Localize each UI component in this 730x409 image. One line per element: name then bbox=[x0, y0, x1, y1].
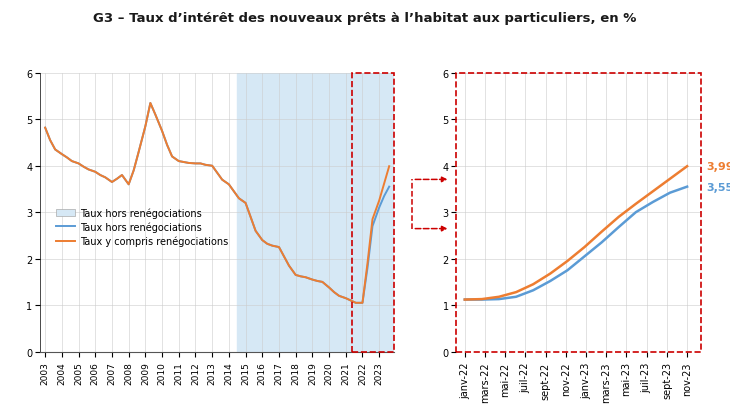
Bar bbox=[237, 74, 394, 352]
Text: G3 – Taux d’intérêt des nouveaux prêts à l’habitat aux particuliers, en %: G3 – Taux d’intérêt des nouveaux prêts à… bbox=[93, 12, 637, 25]
Text: 3,99: 3,99 bbox=[706, 162, 730, 172]
Bar bbox=[353, 74, 394, 352]
Text: 3,55: 3,55 bbox=[706, 182, 730, 192]
Legend: Taux hors renégociations, Taux hors renégociations, Taux y compris renégociation: Taux hors renégociations, Taux hors rené… bbox=[52, 204, 232, 251]
